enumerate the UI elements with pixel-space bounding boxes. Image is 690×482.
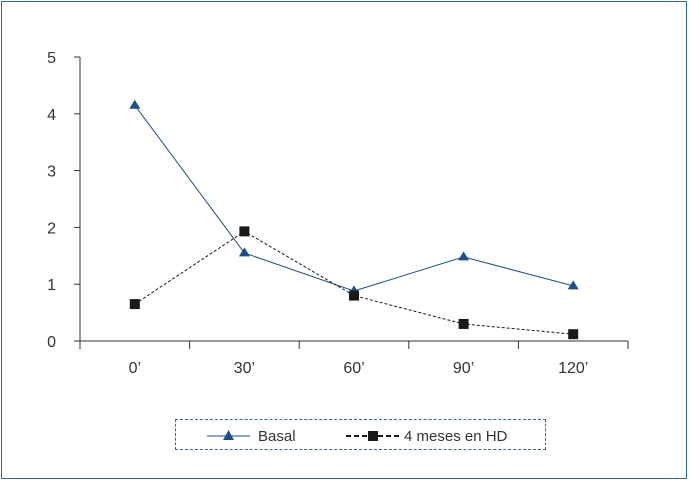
data-point-square (568, 329, 579, 340)
y-tick-label: 2 (47, 220, 56, 237)
legend-entry-2: 4 meses en HD (346, 428, 508, 445)
data-point-square (458, 318, 469, 329)
y-tick-label: 3 (47, 164, 56, 181)
x-tick-label: 0’ (129, 360, 141, 377)
data-point-triangle (567, 280, 579, 290)
y-tick-label: 0 (47, 334, 56, 351)
legend-box (175, 419, 546, 450)
legend-entry-1: Basal (207, 428, 296, 445)
y-tick-label: 4 (47, 107, 56, 124)
x-tick-label: 90’ (453, 360, 474, 377)
series-2 (129, 226, 579, 340)
axes: 0 1 2 3 4 5 0’ 30’ 60’ 90’ 120’ (47, 50, 629, 377)
x-tick-label: 60’ (343, 360, 364, 377)
y-tick-label: 1 (47, 277, 56, 294)
data-point-triangle (458, 251, 470, 261)
data-point-square (129, 299, 140, 310)
legend-label: Basal (258, 428, 296, 445)
data-point-square (349, 290, 359, 301)
data-point-square (239, 226, 250, 237)
y-tick-label: 5 (47, 50, 56, 67)
series-line (134, 230, 574, 335)
legend-marker-square (368, 431, 378, 441)
x-tick-label: 120’ (558, 360, 588, 377)
legend-label: 4 meses en HD (404, 428, 508, 445)
legend-marker-triangle (223, 430, 234, 440)
data-point-triangle (129, 99, 141, 109)
series-layer (129, 99, 579, 340)
x-tick-label: 30’ (234, 360, 255, 377)
data-point-triangle (238, 247, 250, 257)
